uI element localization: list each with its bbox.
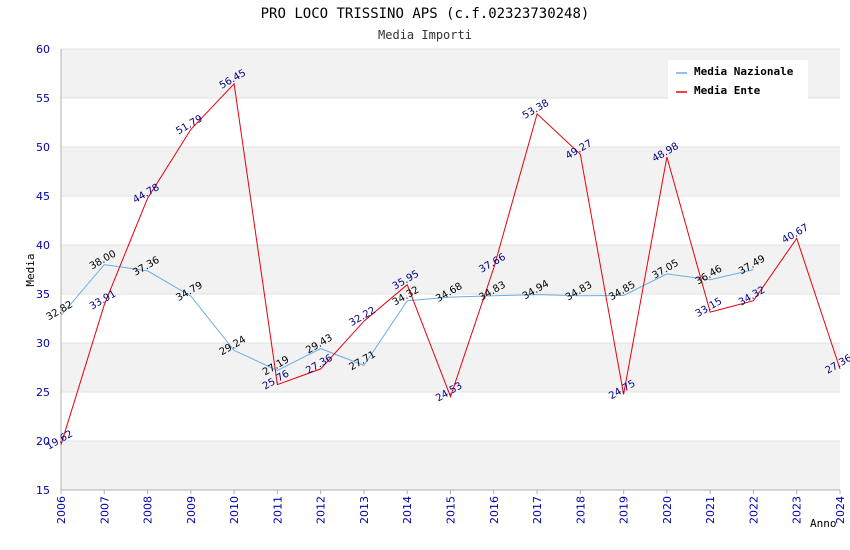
x-tick-label: 2011: [271, 496, 284, 524]
y-axis-label: Media: [24, 253, 37, 286]
x-tick-label: 2015: [445, 496, 458, 524]
gridlines: [61, 48, 840, 491]
y-tick-label: 25: [36, 386, 50, 399]
x-tick-label: 2013: [358, 496, 371, 524]
series-line-0: [60, 264, 754, 372]
x-tick-label: 2024: [834, 496, 847, 524]
band: [61, 245, 840, 294]
y-tick-label: 20: [36, 435, 50, 448]
x-tick-label: 2006: [55, 496, 68, 524]
legend-box: [668, 60, 808, 102]
y-tick-label: 55: [36, 92, 50, 105]
y-tick-label: 30: [36, 337, 50, 350]
x-tick-label: 2020: [661, 496, 674, 524]
data-label-series-1: 33.15: [694, 296, 724, 320]
background-bands: [61, 49, 840, 490]
y-tick-labels: 15 20 25 30 35 40 45 50 55 60: [36, 43, 50, 497]
x-tick-label: 2023: [791, 496, 804, 524]
x-tick-label: 2012: [315, 496, 328, 524]
data-label-series-1: 32.22: [347, 305, 377, 329]
y-tick-label: 15: [36, 484, 50, 497]
chart-title: PRO LOCO TRISSINO APS (c.f.02323730248): [261, 6, 590, 22]
y-tick-label: 60: [36, 43, 50, 56]
legend-label-media-nazionale: Media Nazionale: [694, 65, 794, 78]
x-tick-label: 2022: [747, 496, 760, 524]
legend: Media Nazionale Media Ente: [668, 60, 808, 102]
band: [61, 343, 840, 392]
data-label-series-1: 40.67: [780, 222, 810, 246]
series-line-1: [60, 82, 841, 445]
x-tick-label: 2007: [98, 496, 111, 524]
data-label-series-1: 51.79: [174, 113, 204, 137]
x-tick-label: 2021: [704, 496, 717, 524]
x-tick-label: 2018: [574, 496, 587, 524]
x-tick-label: 2008: [142, 496, 155, 524]
series-lines: [60, 82, 841, 445]
y-tick-label: 50: [36, 141, 50, 154]
y-tick-label: 35: [36, 288, 50, 301]
chart-subtitle: Media Importi: [378, 28, 472, 42]
band: [61, 441, 840, 490]
x-tick-label: 2014: [401, 496, 414, 524]
x-tick-label: 2009: [185, 496, 198, 524]
x-tick-labels: 2006 2007 2008 2009 2010 2011 2012 2013 2014 2015…: [55, 496, 847, 524]
axes: [60, 49, 841, 494]
x-tick-label: 2010: [228, 496, 241, 524]
band: [61, 147, 840, 196]
legend-label-media-ente: Media Ente: [694, 84, 761, 97]
y-tick-label: 45: [36, 190, 50, 203]
x-tick-label: 2019: [618, 496, 631, 524]
data-label-series-0: 32.82: [45, 299, 75, 323]
x-tick-label: 2017: [531, 496, 544, 524]
x-axis-label: Anno: [810, 517, 837, 530]
x-tick-label: 2016: [488, 496, 501, 524]
y-tick-label: 40: [36, 239, 50, 252]
